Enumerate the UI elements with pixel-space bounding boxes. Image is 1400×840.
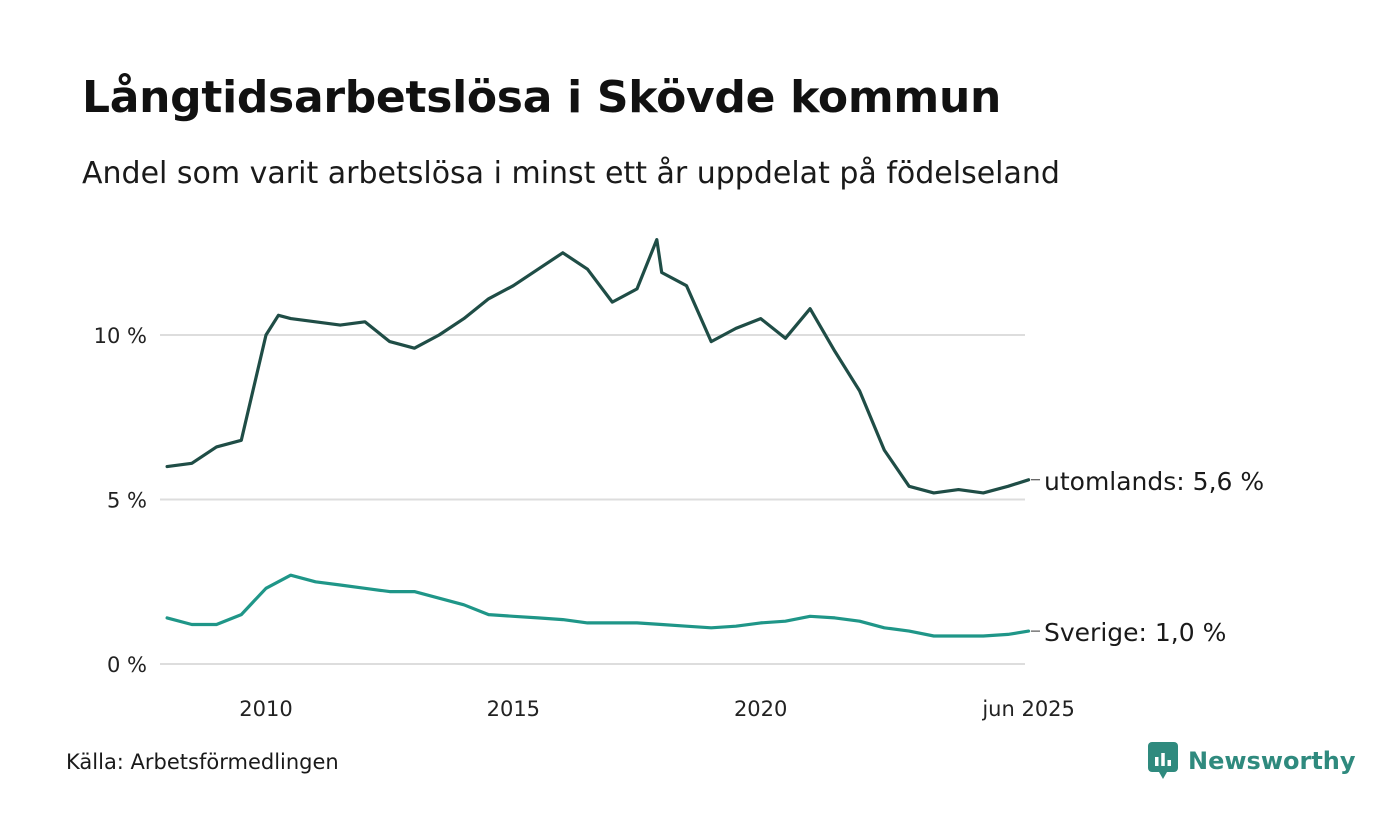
source-note: Källa: Arbetsförmedlingen xyxy=(66,750,339,774)
series-line-utomlands xyxy=(165,238,1031,495)
x-axis: 2010 2015 2020 jun 2025 xyxy=(239,697,1075,721)
x-tick-label: 2015 xyxy=(487,697,540,721)
y-tick-label: 0 % xyxy=(107,653,147,677)
gridlines xyxy=(160,334,1025,665)
series-end-label: Sverige: 1,0 % xyxy=(1044,618,1226,647)
brand-logo: Newsworthy xyxy=(1148,742,1356,780)
brand-name: Newsworthy xyxy=(1188,747,1356,775)
page-title: Långtidsarbetslösa i Skövde kommun xyxy=(82,72,1001,123)
page-subtitle: Andel som varit arbetslösa i minst ett å… xyxy=(82,156,1060,191)
series-line-sverige xyxy=(165,573,1031,638)
x-tick-label: 2010 xyxy=(239,697,292,721)
newsworthy-logo-icon xyxy=(1148,742,1178,779)
x-tick-label: 2020 xyxy=(734,697,787,721)
series-lines xyxy=(165,238,1031,638)
series-end-label: utomlands: 5,6 % xyxy=(1044,467,1264,496)
series-labels: utomlands: 5,6 % Sverige: 1,0 % xyxy=(1031,467,1264,647)
y-tick-label: 10 % xyxy=(94,324,147,348)
x-tick-label: jun 2025 xyxy=(981,697,1075,721)
y-axis: 0 % 5 % 10 % xyxy=(94,324,147,677)
y-tick-label: 5 % xyxy=(107,489,147,513)
